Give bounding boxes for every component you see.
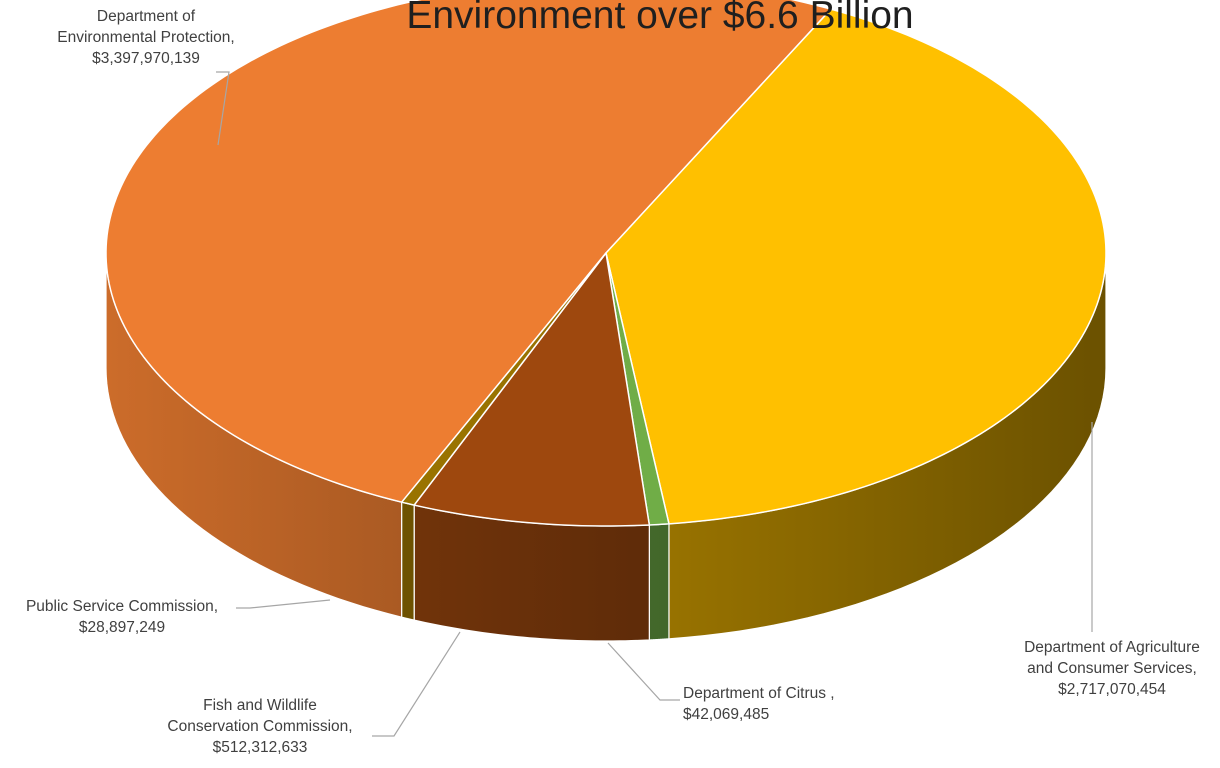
pie-slice-4 bbox=[413, 252, 651, 527]
data-label-line: Fish and Wildlife bbox=[203, 697, 317, 714]
pie-sides bbox=[105, 252, 1107, 642]
data-label-line: Department of Citrus , bbox=[683, 685, 835, 702]
leader-line-3 bbox=[607, 642, 680, 701]
data-label-line: Department of bbox=[97, 8, 196, 25]
leader-line-5 bbox=[236, 599, 331, 609]
data-label-4: Fish and Wildlife Conservation Commission… bbox=[167, 697, 352, 756]
data-label-line: and Consumer Services, bbox=[1027, 660, 1197, 677]
data-label-2: Department of Agriculture and Consumer Se… bbox=[1024, 639, 1200, 698]
pie-slice-1 bbox=[105, 0, 832, 503]
data-label-line: $512,312,633 bbox=[213, 739, 308, 756]
data-label-line: Conservation Commission, bbox=[167, 718, 352, 735]
data-label-line: $3,397,970,139 bbox=[92, 50, 200, 67]
data-label-5: Public Service Commission, $28,897,249 bbox=[26, 598, 218, 636]
leader-line-4 bbox=[372, 631, 461, 737]
pie-tops bbox=[105, 0, 1107, 527]
pie-slice-3 bbox=[605, 252, 670, 526]
data-label-3: Department of Citrus , $42,069,485 bbox=[683, 685, 835, 723]
pie-side-3 bbox=[648, 523, 670, 641]
leader-line-1 bbox=[216, 71, 230, 146]
chart-title: Environment over $6.6 Billion bbox=[406, 0, 913, 37]
data-label-line: $2,717,070,454 bbox=[1058, 681, 1166, 698]
data-labels: Department of Environmental Protection, $3… bbox=[26, 8, 1200, 756]
data-label-line: $28,897,249 bbox=[79, 619, 165, 636]
pie-side-5 bbox=[401, 501, 415, 621]
pie-slice-2 bbox=[605, 8, 1107, 525]
leader-lines bbox=[216, 71, 1093, 737]
data-label-line: Environmental Protection, bbox=[57, 29, 234, 46]
data-label-line: Department of Agriculture bbox=[1024, 639, 1200, 656]
data-label-line: $42,069,485 bbox=[683, 706, 769, 723]
data-label-line: Public Service Commission, bbox=[26, 598, 218, 615]
data-label-1: Department of Environmental Protection, $3… bbox=[57, 8, 234, 67]
pie-slice-5 bbox=[400, 252, 607, 506]
